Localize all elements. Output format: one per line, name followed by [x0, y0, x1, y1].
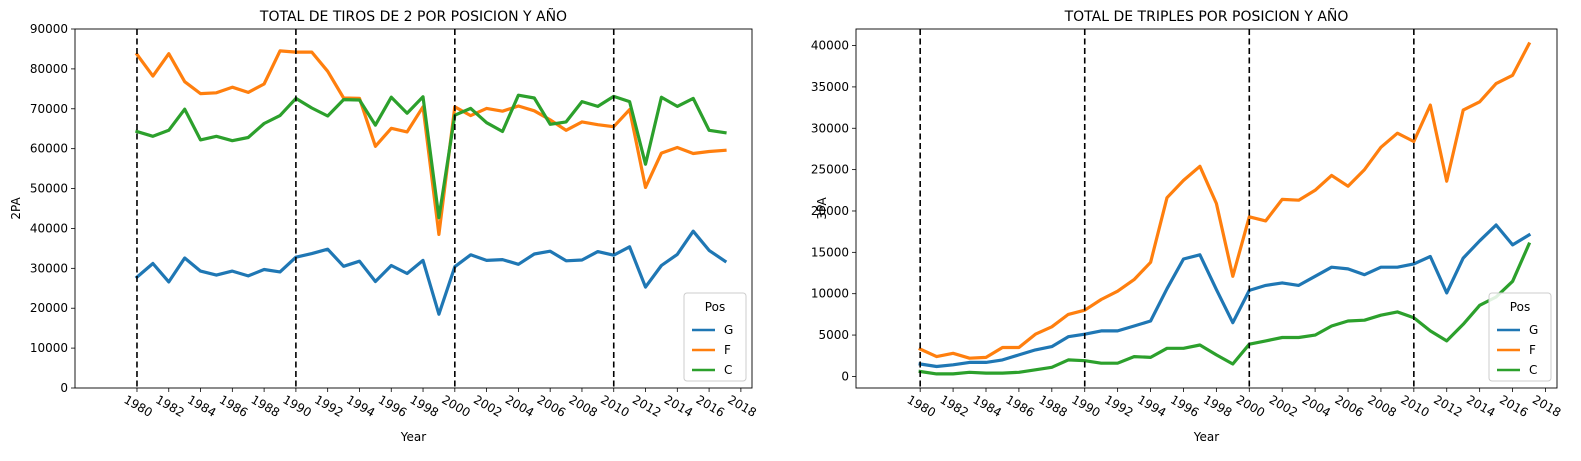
y-tick-label: 80000 [30, 62, 68, 76]
x-tick-label: 2010 [598, 392, 631, 419]
y-tick-label: 50000 [30, 182, 68, 196]
y-axis-label: 2PA [9, 197, 23, 220]
x-tick-label: 1988 [1036, 392, 1069, 419]
legend-label-C: C [1529, 363, 1537, 377]
legend: Pos GFC [683, 292, 747, 382]
legend-label-C: C [724, 363, 732, 377]
chart-2: TOTAL DE TRIPLES POR POSICION Y AÑO 0 5000… [811, 8, 1564, 444]
chart-1: TOTAL DE TIROS DE 2 POR POSICION Y AÑO 0 1… [9, 8, 759, 444]
legend-label-F: F [724, 343, 731, 357]
legend-label-G: G [724, 323, 733, 337]
y-tick-label: 0 [841, 369, 849, 383]
x-tick-label: 2018 [725, 392, 758, 419]
x-tick-label: 1992 [1102, 392, 1135, 419]
x-tick-label: 1980 [905, 392, 938, 419]
y-tick-label: 35000 [811, 80, 849, 94]
x-tick-label: 2000 [1234, 392, 1267, 419]
y-tick-label: 40000 [30, 221, 68, 235]
y-tick-label: 25000 [811, 163, 849, 177]
legend-box [683, 292, 747, 382]
x-tick-label: 1982 [153, 392, 186, 419]
y-axis-label: 3PA [815, 197, 829, 220]
y-tick-label: 0 [60, 381, 68, 395]
x-tick-label: 2008 [1365, 392, 1398, 419]
y-tick-label: 60000 [30, 142, 68, 156]
series-line-F [918, 41, 1532, 360]
y-tick-label: 20000 [811, 204, 849, 218]
x-tick-label: 1994 [1135, 392, 1168, 419]
x-tick-label: 2004 [503, 392, 536, 419]
x-tick-label: 1990 [280, 392, 313, 419]
x-axis-label: Year [400, 430, 426, 444]
x-tick-label: 1998 [1201, 392, 1234, 419]
x-tick-label: 2002 [471, 392, 504, 419]
legend-box [1488, 292, 1552, 382]
y-tick-label: 20000 [30, 301, 68, 315]
x-tick-label: 1996 [376, 392, 409, 419]
x-tick-label: 2014 [1464, 392, 1497, 419]
x-tick-label: 2018 [1530, 392, 1563, 419]
x-axis-label: Year [1193, 430, 1219, 444]
chart-title: TOTAL DE TIROS DE 2 POR POSICION Y AÑO [259, 8, 567, 25]
y-tick-label: 5000 [818, 328, 849, 342]
x-tick-label: 2010 [1398, 392, 1431, 419]
x-tick-label: 1986 [217, 392, 250, 419]
series-line-F [134, 49, 727, 236]
series-line-C [918, 241, 1532, 376]
x-tick-label: 2006 [535, 392, 568, 419]
x-tick-label: 2016 [1497, 392, 1530, 419]
x-tick-label: 1986 [1003, 392, 1036, 419]
y-tick-label: 90000 [30, 22, 68, 36]
x-tick-label: 2008 [566, 392, 599, 419]
x-tick-label: 2014 [662, 392, 695, 419]
x-tick-label: 1996 [1168, 392, 1201, 419]
y-tick-label: 30000 [30, 261, 68, 275]
x-tick-label: 1982 [938, 392, 971, 419]
x-tick-label: 2002 [1267, 392, 1300, 419]
y-tick-label: 10000 [811, 287, 849, 301]
series-line-C [135, 93, 727, 220]
legend: Pos GFC [1488, 292, 1552, 382]
x-tick-label: 1998 [408, 392, 441, 419]
series-line-G [134, 229, 728, 316]
series-line-G [918, 223, 1532, 369]
x-tick-label: 2006 [1333, 392, 1366, 419]
y-tick-label: 30000 [811, 121, 849, 135]
x-tick-label: 2012 [1431, 392, 1464, 419]
y-tick-label: 10000 [30, 341, 68, 355]
legend-label-F: F [1529, 343, 1536, 357]
y-tick-label: 70000 [30, 102, 68, 116]
y-tick-label: 15000 [811, 245, 849, 259]
x-tick-label: 1990 [1069, 392, 1102, 419]
x-tick-label: 2004 [1300, 392, 1333, 419]
x-tick-label: 2016 [694, 392, 727, 419]
chart-title: TOTAL DE TRIPLES POR POSICION Y AÑO [1064, 8, 1349, 25]
y-tick-label: 40000 [811, 39, 849, 53]
plot-frame [855, 28, 1558, 389]
x-tick-label: 1980 [121, 392, 154, 419]
legend-label-G: G [1529, 323, 1538, 337]
legend-title: Pos [705, 300, 725, 314]
x-tick-label: 1994 [344, 392, 377, 419]
x-tick-label: 1984 [185, 392, 218, 419]
x-tick-label: 2000 [439, 392, 472, 419]
plot-frame [74, 28, 753, 389]
legend-title: Pos [1510, 300, 1530, 314]
x-tick-label: 1988 [249, 392, 282, 419]
x-tick-label: 1992 [312, 392, 345, 419]
x-tick-label: 1984 [970, 392, 1003, 419]
x-tick-label: 2012 [630, 392, 663, 419]
